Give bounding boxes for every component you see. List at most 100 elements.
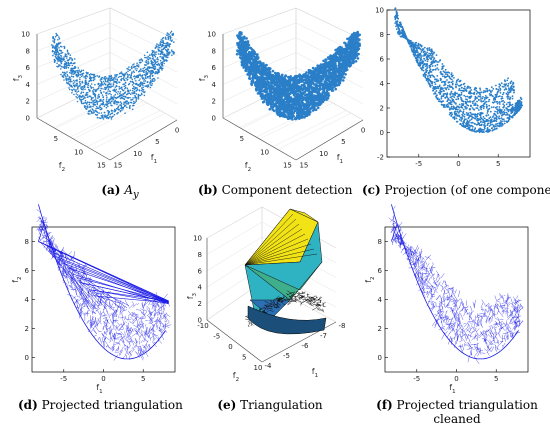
data-point bbox=[132, 70, 135, 72]
data-point bbox=[150, 84, 153, 87]
data-point bbox=[68, 58, 71, 60]
x-tick-label: 10 bbox=[133, 150, 142, 158]
data-point bbox=[346, 45, 349, 48]
x-tick-label: 5 bbox=[496, 160, 500, 168]
data-point bbox=[87, 72, 89, 74]
data-point bbox=[311, 87, 314, 91]
data-point bbox=[314, 73, 317, 76]
data-point bbox=[109, 92, 111, 95]
data-point bbox=[474, 114, 476, 117]
y-tick-label: 6 bbox=[380, 56, 385, 64]
data-point bbox=[91, 108, 94, 110]
data-point bbox=[142, 71, 145, 73]
data-point bbox=[152, 59, 155, 61]
data-point bbox=[108, 116, 110, 119]
x-tick-label: 0 bbox=[456, 160, 460, 168]
data-point bbox=[116, 93, 119, 95]
data-point bbox=[82, 69, 85, 72]
data-point bbox=[455, 98, 458, 101]
data-point bbox=[69, 62, 72, 65]
data-point bbox=[247, 70, 251, 73]
data-point bbox=[108, 82, 111, 84]
data-point bbox=[444, 68, 447, 71]
data-point bbox=[85, 78, 87, 80]
data-point bbox=[151, 49, 154, 52]
x-tick-label: 5 bbox=[341, 138, 345, 146]
data-point bbox=[482, 96, 484, 98]
data-point bbox=[161, 69, 163, 71]
data-point bbox=[293, 75, 297, 78]
data-point bbox=[153, 53, 155, 56]
data-point bbox=[173, 51, 175, 54]
data-point bbox=[158, 71, 160, 74]
data-point bbox=[114, 103, 116, 105]
data-point bbox=[148, 75, 150, 78]
data-point bbox=[133, 86, 135, 88]
data-point bbox=[142, 67, 144, 70]
data-point bbox=[327, 85, 331, 89]
grid-line bbox=[36, 22, 178, 57]
data-point bbox=[163, 53, 166, 56]
data-point bbox=[162, 56, 164, 59]
data-point bbox=[90, 101, 92, 104]
data-point bbox=[119, 92, 121, 95]
data-point bbox=[110, 109, 113, 112]
data-point bbox=[126, 87, 129, 90]
data-point bbox=[81, 81, 84, 84]
data-point bbox=[328, 61, 331, 65]
data-point bbox=[112, 97, 114, 100]
data-point bbox=[450, 115, 453, 117]
data-point bbox=[116, 78, 118, 80]
data-point bbox=[272, 109, 276, 113]
data-point bbox=[79, 99, 82, 101]
data-point bbox=[124, 91, 127, 93]
data-point bbox=[143, 69, 146, 72]
data-point bbox=[323, 62, 326, 66]
data-point bbox=[53, 40, 56, 42]
data-point bbox=[150, 73, 152, 76]
data-point bbox=[168, 35, 170, 38]
data-point bbox=[492, 88, 495, 90]
data-point bbox=[78, 98, 81, 100]
data-point bbox=[328, 56, 332, 60]
data-point bbox=[90, 83, 93, 85]
data-point bbox=[158, 44, 160, 47]
data-point bbox=[239, 44, 242, 47]
data-point bbox=[314, 108, 318, 111]
data-point bbox=[506, 91, 509, 93]
data-point bbox=[96, 75, 99, 77]
data-point bbox=[133, 75, 135, 78]
data-point bbox=[289, 87, 292, 91]
data-point bbox=[455, 120, 458, 123]
data-point bbox=[58, 53, 60, 56]
data-point bbox=[295, 104, 298, 107]
data-point bbox=[116, 112, 118, 115]
data-point bbox=[172, 32, 175, 35]
data-point bbox=[135, 90, 137, 92]
data-point bbox=[513, 91, 515, 94]
data-point bbox=[156, 43, 158, 45]
data-point bbox=[97, 97, 99, 99]
data-point bbox=[258, 64, 262, 68]
data-point bbox=[270, 78, 274, 82]
data-point bbox=[498, 115, 501, 118]
data-point bbox=[53, 58, 56, 61]
data-point bbox=[356, 48, 360, 52]
data-point bbox=[265, 101, 269, 104]
data-point bbox=[460, 120, 463, 122]
data-point bbox=[53, 38, 56, 40]
data-point bbox=[170, 40, 173, 42]
data-point bbox=[446, 73, 449, 76]
data-point bbox=[129, 69, 132, 71]
data-point bbox=[86, 105, 89, 107]
data-point bbox=[342, 79, 345, 82]
data-point bbox=[499, 120, 502, 122]
data-point bbox=[111, 112, 114, 114]
data-point bbox=[92, 96, 94, 99]
data-point bbox=[74, 89, 76, 91]
data-point bbox=[62, 57, 65, 60]
data-point bbox=[169, 43, 171, 45]
data-point bbox=[305, 104, 308, 108]
data-point bbox=[103, 115, 106, 117]
